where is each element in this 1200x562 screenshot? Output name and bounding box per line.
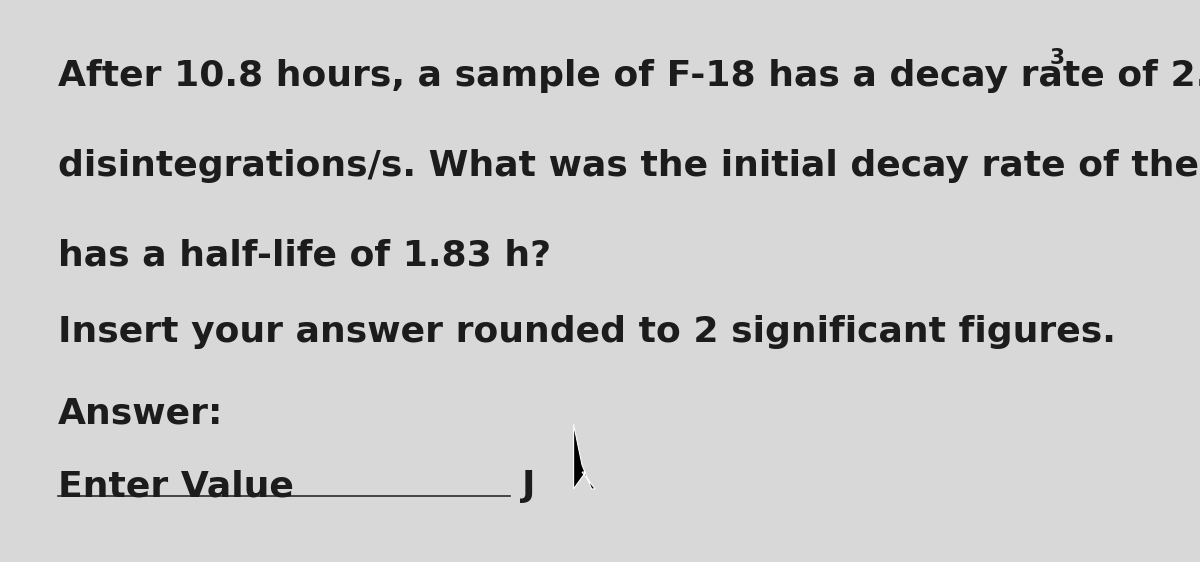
Text: has a half-life of 1.83 h?: has a half-life of 1.83 h? xyxy=(58,239,551,273)
Text: After 10.8 hours, a sample of F-18 has a decay rate of 2.5×10: After 10.8 hours, a sample of F-18 has a… xyxy=(58,59,1200,93)
Text: disintegrations/s. What was the initial decay rate of the sample if F-18: disintegrations/s. What was the initial … xyxy=(58,149,1200,183)
Text: J: J xyxy=(522,469,535,503)
Polygon shape xyxy=(574,424,595,489)
Text: Enter Value: Enter Value xyxy=(58,469,294,503)
Text: Insert your answer rounded to 2 significant figures.: Insert your answer rounded to 2 signific… xyxy=(58,315,1116,348)
Text: 3: 3 xyxy=(1050,48,1066,68)
Text: Answer:: Answer: xyxy=(58,396,223,430)
